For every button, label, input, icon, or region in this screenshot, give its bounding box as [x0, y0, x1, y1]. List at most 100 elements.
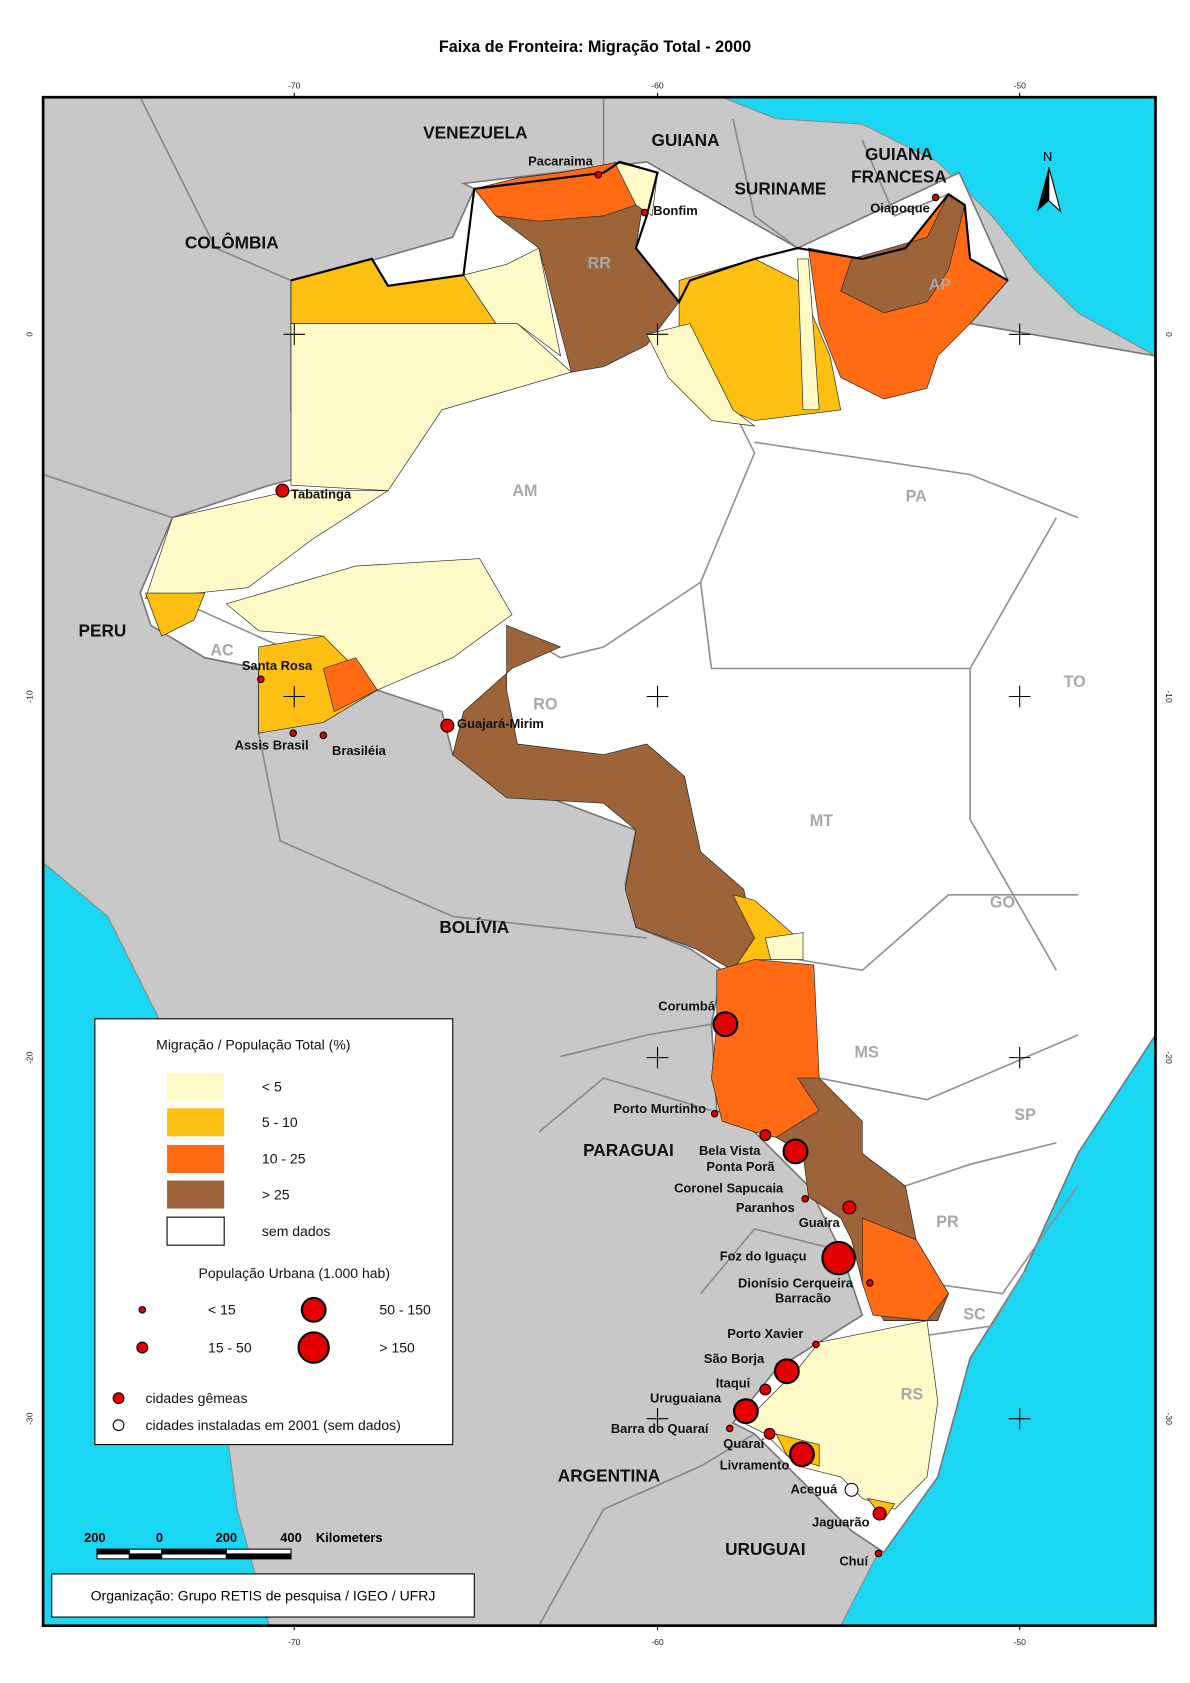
- city-marker: [931, 193, 940, 202]
- migration-region: [462, 247, 561, 357]
- state-label: PA: [906, 487, 928, 505]
- city-marker: [732, 1398, 759, 1425]
- city-label: Assis Brasil: [235, 738, 309, 753]
- city-label: Quaraí: [723, 1436, 764, 1451]
- city-label: Bela Vista: [699, 1143, 761, 1158]
- legend-swatch: [167, 1108, 225, 1137]
- city-label: Aceguá: [790, 1481, 837, 1496]
- country-border: [139, 98, 292, 282]
- legend-symbol: [136, 1341, 149, 1354]
- city-marker: [710, 1109, 719, 1118]
- city-label: Dionísio Cerqueira: [738, 1275, 854, 1290]
- city-label: Coronel Sapucaia: [674, 1181, 784, 1196]
- latitude-label: -20: [1164, 1051, 1174, 1064]
- city-label: Pacaraima: [528, 153, 593, 168]
- longitude-label: -50: [1013, 81, 1026, 91]
- legend-label: 10 - 25: [262, 1151, 306, 1167]
- legend-label: cidades gêmeas: [146, 1390, 248, 1406]
- scale-bar-label: 400: [280, 1530, 302, 1545]
- city-label: Guajará-Mirim: [457, 716, 544, 731]
- city-label: Foz do Iguaçu: [720, 1248, 807, 1263]
- city-marker: [844, 1482, 859, 1497]
- country-label: PARAGUAI: [583, 1140, 674, 1160]
- credit-box: [51, 1573, 475, 1618]
- longitude-label: -70: [288, 81, 301, 91]
- legend-symbol: [138, 1306, 147, 1314]
- scale-bar-segment: [225, 1553, 292, 1560]
- state-label: RR: [588, 255, 612, 273]
- legend-title: Migração / População Total (%): [156, 1036, 350, 1052]
- scale-bar-label: 200: [216, 1530, 238, 1545]
- migration-region: [225, 558, 513, 691]
- legend-label: cidades instaladas em 2001 (sem dados): [146, 1417, 401, 1433]
- city-marker: [789, 1441, 815, 1468]
- city-marker: [842, 1200, 857, 1215]
- legend-box: [94, 1018, 454, 1446]
- state-label: MT: [810, 812, 833, 830]
- country-label: PERU: [78, 620, 126, 640]
- city-label: Paranhos: [736, 1200, 795, 1215]
- city-marker: [874, 1549, 883, 1558]
- country-border: [538, 1077, 712, 1133]
- state-label: AC: [210, 642, 234, 660]
- migration-region: [797, 258, 820, 411]
- legend-swatch: [167, 1180, 225, 1209]
- map-title: Faixa de Fronteira: Migração Total - 200…: [439, 38, 751, 56]
- scale-bar-segment: [96, 1553, 130, 1560]
- longitude-label: -50: [1013, 1637, 1026, 1647]
- state-label: RO: [533, 695, 557, 713]
- legend-title: População Urbana (1.000 hab): [199, 1265, 390, 1281]
- city-label: Porto Xavier: [727, 1326, 803, 1341]
- north-label: N: [1043, 149, 1052, 164]
- city-marker: [872, 1506, 887, 1521]
- country-border: [732, 118, 799, 249]
- longitude-label: -70: [288, 1637, 301, 1647]
- map-body: [44, 98, 1155, 1625]
- legend-label: 15 - 50: [208, 1339, 252, 1355]
- city-label: São Borja: [704, 1351, 765, 1366]
- migration-region: [322, 657, 378, 713]
- city-marker: [759, 1383, 772, 1396]
- state-label: AM: [512, 482, 537, 500]
- state-border: [905, 1141, 1057, 1187]
- city-marker: [812, 1340, 820, 1349]
- state-label: AP: [929, 276, 952, 294]
- state-label: PR: [936, 1213, 959, 1231]
- legend-symbol: [112, 1392, 125, 1405]
- legend: Migração / População Total (%) < 5 5 - 10 1…: [94, 1018, 454, 1446]
- scale-bar-segment: [225, 1548, 292, 1555]
- city-label: Barracão: [775, 1290, 831, 1305]
- city-marker: [640, 208, 649, 217]
- city-label: Tabatinga: [291, 486, 352, 501]
- city-marker: [725, 1424, 734, 1433]
- city-label: Guaíra: [799, 1215, 841, 1230]
- latitude-label: 0: [24, 332, 34, 337]
- state-border: [797, 894, 1078, 972]
- state-label: SP: [1014, 1106, 1036, 1124]
- country-label: GUIANA: [865, 144, 933, 164]
- migration-region: [743, 1320, 939, 1510]
- country-border: [538, 1433, 755, 1625]
- city-marker: [289, 729, 297, 737]
- state-border: [819, 1034, 1079, 1101]
- country-label: ARGENTINA: [558, 1465, 660, 1485]
- legend-swatch: [167, 1072, 225, 1101]
- latitude-label: 0: [1164, 332, 1174, 337]
- city-marker: [866, 1279, 874, 1287]
- country-label: GUIANA: [652, 130, 720, 150]
- state-border: [926, 1185, 1079, 1295]
- city-label: Livramento: [720, 1458, 790, 1473]
- legend-symbol: [300, 1296, 327, 1323]
- legend-label: > 150: [379, 1339, 415, 1355]
- scale-bar-label: 200: [84, 1530, 106, 1545]
- legend-label: < 5: [262, 1079, 282, 1095]
- migration-region: [646, 323, 756, 427]
- city-marker: [782, 1138, 809, 1165]
- state-border: [916, 1271, 1025, 1338]
- scale-bar-unit: Kilometers: [316, 1530, 383, 1545]
- city-label: Itaqui: [716, 1376, 750, 1391]
- city-marker: [773, 1358, 800, 1385]
- state-label: MS: [855, 1044, 879, 1062]
